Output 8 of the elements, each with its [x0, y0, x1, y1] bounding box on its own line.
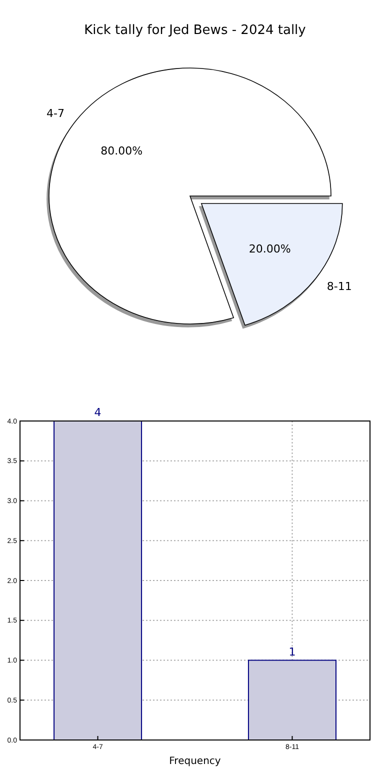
data-label: 1 [288, 645, 296, 658]
slice-label: 4-7 [46, 107, 65, 120]
x-axis-title: Frequency [169, 756, 221, 767]
slice-label: 8-11 [326, 280, 352, 294]
chart-title: Kick tally for Jed Bews - 2024 tally [84, 23, 306, 38]
data-label: 4 [94, 406, 102, 419]
data-label: 20.00% [248, 242, 291, 256]
data-label: 80.00% [100, 144, 143, 158]
